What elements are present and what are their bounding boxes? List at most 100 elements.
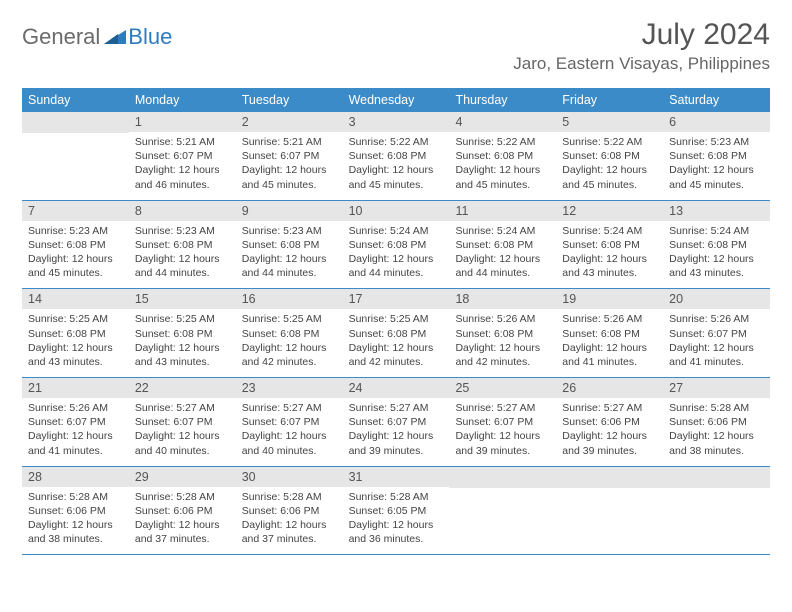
day-line: and 42 minutes. (349, 355, 444, 369)
day-data: Sunrise: 5:28 AMSunset: 6:06 PMDaylight:… (22, 487, 129, 555)
day-line: and 41 minutes. (28, 444, 123, 458)
day-number: 2 (236, 112, 343, 132)
day-line: Sunrise: 5:25 AM (242, 312, 337, 326)
day-data: Sunrise: 5:22 AMSunset: 6:08 PMDaylight:… (449, 132, 556, 200)
day-number (556, 467, 663, 488)
day-number: 8 (129, 201, 236, 221)
day-line: Sunrise: 5:27 AM (135, 401, 230, 415)
day-data: Sunrise: 5:23 AMSunset: 6:08 PMDaylight:… (22, 221, 129, 289)
day-line: Daylight: 12 hours (28, 429, 123, 443)
logo-word-blue: Blue (128, 24, 172, 50)
day-number: 10 (343, 201, 450, 221)
day-line: Sunrise: 5:22 AM (349, 135, 444, 149)
day-number: 9 (236, 201, 343, 221)
day-data: Sunrise: 5:25 AMSunset: 6:08 PMDaylight:… (22, 309, 129, 377)
day-data: Sunrise: 5:25 AMSunset: 6:08 PMDaylight:… (236, 309, 343, 377)
day-line: Sunset: 6:08 PM (349, 327, 444, 341)
day-cell: 19Sunrise: 5:26 AMSunset: 6:08 PMDayligh… (556, 289, 663, 377)
day-number: 16 (236, 289, 343, 309)
day-number: 4 (449, 112, 556, 132)
day-line: Sunrise: 5:22 AM (562, 135, 657, 149)
month-title: July 2024 (513, 18, 770, 52)
day-line: and 45 minutes. (562, 178, 657, 192)
day-number: 24 (343, 378, 450, 398)
day-line: and 38 minutes. (669, 444, 764, 458)
day-number: 18 (449, 289, 556, 309)
day-line: and 39 minutes. (562, 444, 657, 458)
day-line: and 40 minutes. (242, 444, 337, 458)
day-line: Sunrise: 5:25 AM (28, 312, 123, 326)
day-line: Sunset: 6:07 PM (242, 149, 337, 163)
day-line: and 44 minutes. (242, 266, 337, 280)
day-data: Sunrise: 5:25 AMSunset: 6:08 PMDaylight:… (343, 309, 450, 377)
day-line: Sunset: 6:07 PM (135, 149, 230, 163)
day-line: and 43 minutes. (562, 266, 657, 280)
title-block: July 2024 Jaro, Eastern Visayas, Philipp… (513, 18, 770, 74)
day-data: Sunrise: 5:27 AMSunset: 6:07 PMDaylight:… (236, 398, 343, 466)
day-line: and 42 minutes. (242, 355, 337, 369)
day-line: and 39 minutes. (455, 444, 550, 458)
day-line: and 43 minutes. (28, 355, 123, 369)
day-header: Tuesday (236, 88, 343, 112)
day-data: Sunrise: 5:24 AMSunset: 6:08 PMDaylight:… (556, 221, 663, 289)
day-data (449, 488, 556, 499)
day-data: Sunrise: 5:24 AMSunset: 6:08 PMDaylight:… (343, 221, 450, 289)
day-data: Sunrise: 5:27 AMSunset: 6:07 PMDaylight:… (343, 398, 450, 466)
day-cell: 3Sunrise: 5:22 AMSunset: 6:08 PMDaylight… (343, 112, 450, 200)
day-line: Sunrise: 5:21 AM (242, 135, 337, 149)
day-line: Sunrise: 5:26 AM (669, 312, 764, 326)
day-data: Sunrise: 5:24 AMSunset: 6:08 PMDaylight:… (663, 221, 770, 289)
day-cell: 31Sunrise: 5:28 AMSunset: 6:05 PMDayligh… (343, 467, 450, 555)
day-line: Sunrise: 5:25 AM (135, 312, 230, 326)
day-line: Sunset: 6:08 PM (562, 238, 657, 252)
day-cell: 24Sunrise: 5:27 AMSunset: 6:07 PMDayligh… (343, 378, 450, 466)
day-number: 12 (556, 201, 663, 221)
day-cell: 14Sunrise: 5:25 AMSunset: 6:08 PMDayligh… (22, 289, 129, 377)
day-data: Sunrise: 5:23 AMSunset: 6:08 PMDaylight:… (129, 221, 236, 289)
day-line: and 46 minutes. (135, 178, 230, 192)
day-line: Sunset: 6:06 PM (562, 415, 657, 429)
day-data: Sunrise: 5:26 AMSunset: 6:07 PMDaylight:… (663, 309, 770, 377)
day-line: Daylight: 12 hours (669, 252, 764, 266)
day-data: Sunrise: 5:28 AMSunset: 6:06 PMDaylight:… (236, 487, 343, 555)
day-line: and 39 minutes. (349, 444, 444, 458)
day-cell: 29Sunrise: 5:28 AMSunset: 6:06 PMDayligh… (129, 467, 236, 555)
day-cell: 18Sunrise: 5:26 AMSunset: 6:08 PMDayligh… (449, 289, 556, 377)
day-line: Sunset: 6:08 PM (455, 327, 550, 341)
day-line: and 44 minutes. (349, 266, 444, 280)
day-line: Sunset: 6:07 PM (349, 415, 444, 429)
day-line: Sunset: 6:08 PM (669, 238, 764, 252)
day-line: Daylight: 12 hours (242, 163, 337, 177)
day-header: Wednesday (343, 88, 450, 112)
day-header: Thursday (449, 88, 556, 112)
day-header: Saturday (663, 88, 770, 112)
day-cell: 22Sunrise: 5:27 AMSunset: 6:07 PMDayligh… (129, 378, 236, 466)
day-number: 1 (129, 112, 236, 132)
day-line: Sunset: 6:08 PM (28, 327, 123, 341)
day-data: Sunrise: 5:25 AMSunset: 6:08 PMDaylight:… (129, 309, 236, 377)
day-number: 19 (556, 289, 663, 309)
day-line: Sunrise: 5:27 AM (349, 401, 444, 415)
day-line: Daylight: 12 hours (455, 252, 550, 266)
day-line: Sunrise: 5:27 AM (455, 401, 550, 415)
day-line: Daylight: 12 hours (242, 518, 337, 532)
day-cell: 6Sunrise: 5:23 AMSunset: 6:08 PMDaylight… (663, 112, 770, 200)
day-data (663, 488, 770, 499)
day-number: 22 (129, 378, 236, 398)
day-line: Sunset: 6:08 PM (135, 327, 230, 341)
day-number: 3 (343, 112, 450, 132)
day-line: Sunrise: 5:23 AM (135, 224, 230, 238)
day-data: Sunrise: 5:21 AMSunset: 6:07 PMDaylight:… (129, 132, 236, 200)
day-line: and 45 minutes. (28, 266, 123, 280)
day-line: Daylight: 12 hours (28, 518, 123, 532)
day-line: Sunset: 6:06 PM (669, 415, 764, 429)
day-line: Sunrise: 5:24 AM (349, 224, 444, 238)
day-data: Sunrise: 5:23 AMSunset: 6:08 PMDaylight:… (663, 132, 770, 200)
day-cell (663, 467, 770, 555)
day-line: Sunset: 6:06 PM (28, 504, 123, 518)
calendar: SundayMondayTuesdayWednesdayThursdayFrid… (22, 88, 770, 555)
day-cell: 27Sunrise: 5:28 AMSunset: 6:06 PMDayligh… (663, 378, 770, 466)
day-cell: 5Sunrise: 5:22 AMSunset: 6:08 PMDaylight… (556, 112, 663, 200)
day-line: Daylight: 12 hours (455, 429, 550, 443)
day-line: and 38 minutes. (28, 532, 123, 546)
